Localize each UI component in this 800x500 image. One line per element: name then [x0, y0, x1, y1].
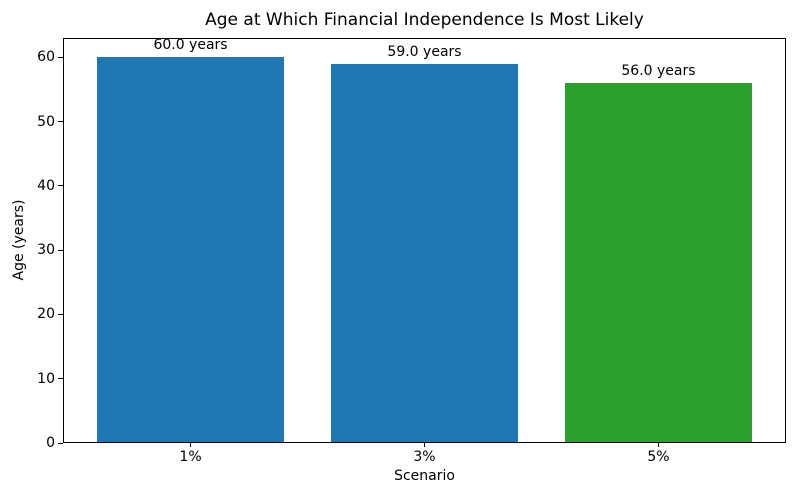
x-tick-mark: [190, 443, 192, 447]
y-tick-mark: [58, 249, 63, 251]
y-tick-label: 20: [37, 306, 55, 323]
y-tick-mark: [58, 378, 63, 380]
x-tick-label: 5%: [647, 449, 670, 465]
bar-1%: [96, 57, 285, 443]
y-tick-mark: [58, 121, 63, 123]
x-tick-label: 3%: [413, 449, 436, 465]
y-axis-label: Age (years): [11, 199, 27, 281]
y-tick-label: 0: [46, 435, 55, 451]
y-tick-mark: [58, 185, 63, 187]
y-tick-label: 30: [37, 242, 55, 259]
bar-value-label: 60.0 years: [153, 37, 228, 54]
x-tick-label: 1%: [179, 449, 202, 465]
y-tick-label: 40: [37, 177, 55, 194]
x-tick-mark: [424, 443, 425, 447]
y-tick-label: 60: [37, 49, 55, 66]
y-tick-mark: [58, 442, 63, 444]
y-tick-mark: [58, 56, 63, 58]
y-tick-label: 10: [37, 370, 55, 387]
bar-3%: [330, 63, 519, 443]
x-tick-mark: [657, 443, 659, 447]
y-tick-mark: [58, 313, 63, 315]
chart-title: Age at Which Financial Independence Is M…: [205, 10, 644, 30]
bar-5%: [564, 83, 753, 443]
x-axis-label: Scenario: [394, 468, 455, 484]
plot-area: 60.0 years 59.0 years 56.0 years: [63, 37, 786, 443]
bar-value-label: 59.0 years: [387, 43, 462, 60]
y-tick-label: 50: [37, 113, 55, 130]
bar-value-label: 56.0 years: [621, 63, 696, 79]
